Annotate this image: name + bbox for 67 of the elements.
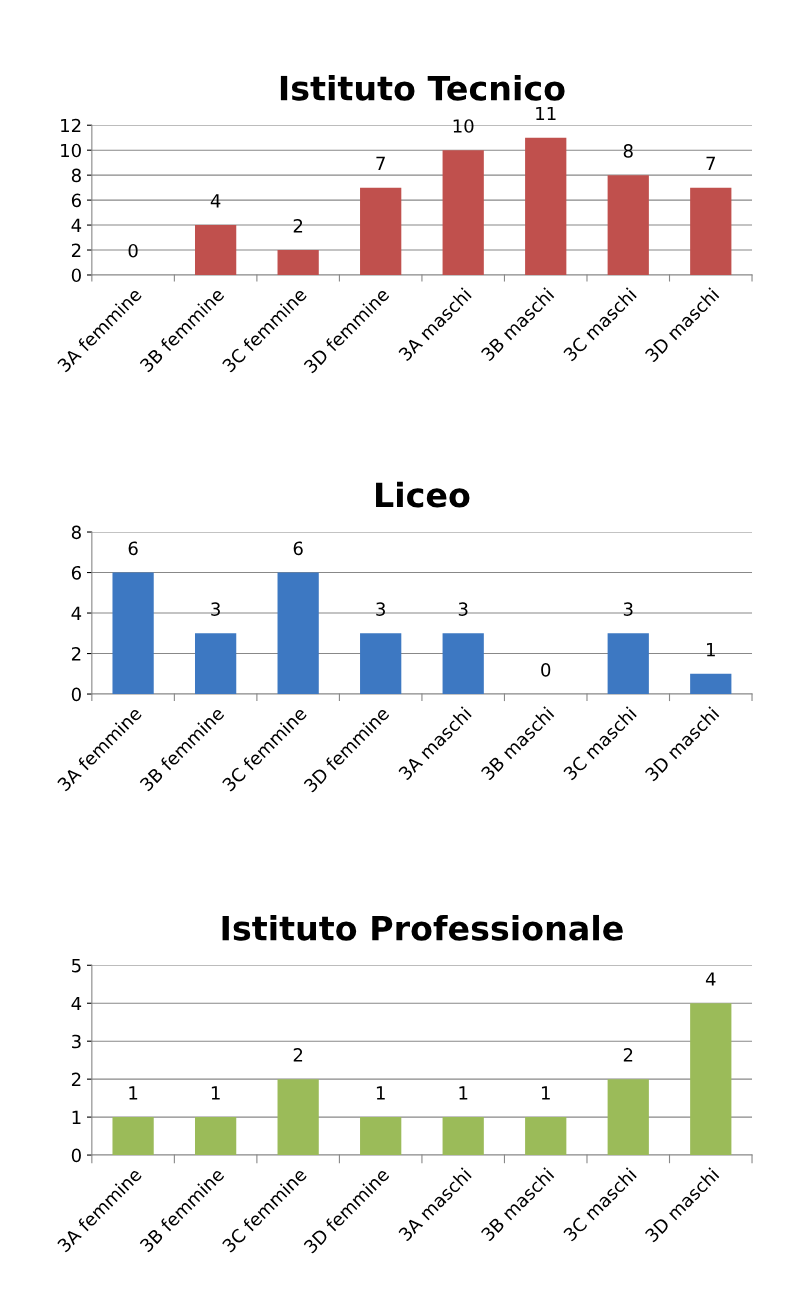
chart-title: Liceo bbox=[376, 481, 470, 508]
data-label: 1 bbox=[459, 1086, 468, 1100]
bar bbox=[195, 225, 237, 275]
bar bbox=[277, 1079, 319, 1156]
data-label: 1 bbox=[707, 642, 715, 657]
data-label: 3 bbox=[458, 602, 468, 616]
bar bbox=[112, 1117, 154, 1156]
bar bbox=[525, 1117, 567, 1156]
bar bbox=[360, 1117, 402, 1156]
y-tick-label: 4 bbox=[71, 606, 82, 620]
data-label: 2 bbox=[623, 1048, 633, 1062]
bar bbox=[442, 1117, 484, 1156]
bar bbox=[607, 633, 649, 695]
data-label: 6 bbox=[293, 541, 303, 556]
data-label: 0 bbox=[541, 663, 551, 677]
data-label: 2 bbox=[293, 218, 303, 233]
bar bbox=[195, 633, 237, 695]
data-label: 1 bbox=[211, 1086, 220, 1100]
chart-title: Istituto Tecnico bbox=[280, 74, 565, 101]
data-label: 2 bbox=[293, 1048, 303, 1062]
bar bbox=[277, 572, 319, 695]
y-tick-label: 0 bbox=[71, 687, 81, 702]
y-tick-label: 10 bbox=[61, 143, 81, 158]
bar bbox=[690, 187, 732, 275]
chart-title: Istituto Professionale bbox=[222, 914, 623, 941]
y-tick-label: 0 bbox=[71, 268, 81, 283]
bar bbox=[442, 150, 484, 275]
y-tick-label: 8 bbox=[71, 168, 81, 183]
data-label: 7 bbox=[706, 156, 715, 170]
data-label: 3 bbox=[376, 602, 385, 616]
bar bbox=[525, 137, 567, 275]
data-label: 1 bbox=[376, 1086, 385, 1100]
data-label: 4 bbox=[210, 194, 221, 208]
bar bbox=[690, 1003, 732, 1156]
y-tick-label: 12 bbox=[61, 118, 81, 133]
data-label: 6 bbox=[128, 541, 138, 556]
bar bbox=[277, 250, 319, 275]
bar bbox=[442, 633, 484, 695]
y-tick-label: 4 bbox=[71, 218, 82, 232]
y-tick-label: 8 bbox=[71, 525, 81, 540]
y-tick-label: 0 bbox=[71, 1148, 81, 1163]
bar bbox=[690, 673, 732, 695]
y-tick-label: 5 bbox=[72, 958, 81, 973]
data-label: 0 bbox=[128, 243, 138, 258]
y-tick-label: 2 bbox=[71, 1072, 81, 1087]
data-label: 10 bbox=[453, 119, 474, 133]
y-tick-label: 6 bbox=[71, 565, 81, 580]
data-label: 4 bbox=[705, 972, 716, 986]
data-label: 3 bbox=[211, 602, 220, 616]
bar bbox=[112, 572, 154, 695]
data-label: 1 bbox=[129, 1086, 138, 1100]
bar bbox=[607, 1079, 649, 1156]
y-tick-label: 6 bbox=[71, 193, 81, 208]
bar bbox=[195, 1117, 237, 1156]
data-label: 7 bbox=[376, 156, 385, 170]
y-tick-label: 3 bbox=[72, 1034, 81, 1049]
y-tick-label: 2 bbox=[71, 647, 81, 661]
y-tick-label: 2 bbox=[71, 243, 81, 257]
bar bbox=[360, 187, 402, 275]
bar bbox=[360, 633, 402, 695]
data-label: 11 bbox=[536, 106, 556, 121]
data-label: 1 bbox=[541, 1086, 550, 1100]
bar bbox=[607, 175, 649, 275]
data-label: 8 bbox=[623, 144, 633, 158]
y-tick-label: 1 bbox=[72, 1110, 81, 1124]
y-tick-label: 4 bbox=[71, 996, 82, 1011]
data-label: 3 bbox=[623, 602, 633, 616]
